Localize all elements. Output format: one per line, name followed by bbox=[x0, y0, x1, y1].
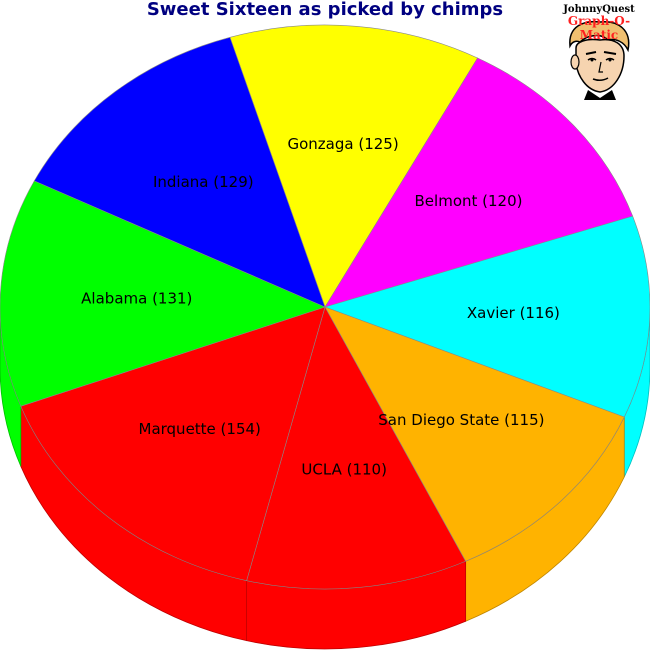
slice-label-ucla: UCLA (110) bbox=[301, 461, 387, 479]
slice-label-indiana: Indiana (129) bbox=[153, 173, 254, 191]
pie-labels: Gonzaga (125) Belmont (120) Xavier (116) Sa… bbox=[81, 135, 560, 479]
pie-slice-san-diego-state bbox=[324, 306, 625, 562]
pie-slice-indiana bbox=[33, 36, 326, 308]
boy-face-icon bbox=[569, 20, 630, 100]
chart-title: Sweet Sixteen as picked by chimps bbox=[146, 0, 504, 20]
pie-slice-belmont bbox=[324, 57, 634, 308]
slice-label-marquette: Marquette (154) bbox=[139, 420, 261, 438]
slice-label-alabama: Alabama (131) bbox=[81, 290, 192, 308]
pie-slice-alabama bbox=[0, 180, 326, 407]
slice-label-belmont: Belmont (120) bbox=[415, 192, 523, 210]
johnnyquest-logo: JohnnyQuest Graph-O-Matic bbox=[550, 2, 648, 100]
pie-depth bbox=[0, 306, 650, 650]
pie-slice-marquette bbox=[20, 306, 326, 582]
logo-text-graph-o-matic: Graph-O-Matic bbox=[567, 14, 631, 42]
slice-label-gonzaga: Gonzaga (125) bbox=[287, 135, 398, 153]
slice-label-xavier: Xavier (116) bbox=[467, 304, 560, 322]
logo-text-johnnyquest: JohnnyQuest bbox=[563, 4, 635, 15]
slice-label-san-diego-state: San Diego State (115) bbox=[378, 411, 544, 429]
pie-slice-gonzaga bbox=[229, 24, 479, 308]
pie-slice-ucla bbox=[246, 306, 467, 590]
pie-slices bbox=[0, 24, 650, 590]
